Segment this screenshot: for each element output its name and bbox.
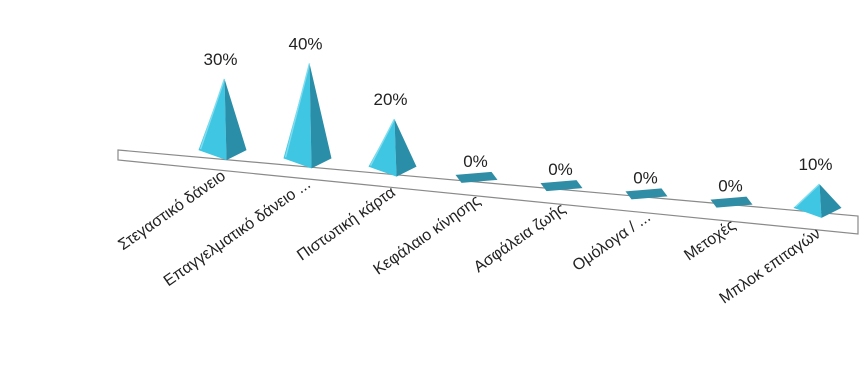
pyramid-side-face bbox=[224, 78, 247, 161]
value-label: 10% bbox=[798, 155, 832, 174]
category-label: Πιστωτική κάρτα bbox=[294, 184, 399, 264]
value-label: 0% bbox=[463, 152, 488, 171]
zero-marker bbox=[455, 171, 498, 183]
value-label: 0% bbox=[548, 160, 573, 179]
pyramid-highlight bbox=[284, 63, 311, 158]
pyramid-side-face bbox=[394, 119, 417, 177]
floor-outline bbox=[117, 149, 859, 235]
bar-0 bbox=[198, 78, 247, 161]
zero-marker bbox=[540, 180, 583, 192]
value-label: 0% bbox=[718, 177, 743, 196]
bar-6 bbox=[710, 196, 753, 208]
pyramid-side-face bbox=[819, 184, 842, 218]
pyramid-front-face bbox=[793, 184, 822, 218]
value-label: 20% bbox=[373, 90, 407, 109]
value-labels: 30% 40% 20% 0% 0% 0% 0% 10% bbox=[203, 34, 832, 195]
bar-1 bbox=[283, 63, 332, 169]
pyramid-front-face bbox=[198, 78, 227, 161]
category-label: Μετοχές bbox=[681, 217, 739, 265]
zero-marker bbox=[625, 188, 668, 200]
chart-bars bbox=[198, 63, 842, 218]
value-label: 30% bbox=[203, 50, 237, 69]
chart-floor bbox=[117, 149, 859, 235]
bar-7 bbox=[793, 183, 842, 218]
pyramid-front-face bbox=[283, 63, 312, 169]
category-label: Ασφάλεια ζωής bbox=[471, 200, 569, 276]
value-label: 40% bbox=[288, 34, 322, 53]
bar-2 bbox=[368, 118, 417, 177]
category-label: Μπλοκ επιταγών bbox=[717, 225, 824, 307]
bar-3 bbox=[455, 171, 498, 183]
bar-5 bbox=[625, 188, 668, 200]
pyramid-highlight bbox=[794, 183, 821, 208]
zero-marker bbox=[710, 196, 753, 208]
pyramid-side-face bbox=[309, 63, 332, 169]
value-label: 0% bbox=[633, 168, 658, 187]
pyramid-highlight bbox=[369, 118, 396, 166]
pyramid-highlight bbox=[199, 78, 226, 150]
bar-4 bbox=[540, 180, 583, 192]
pyramid-front-face bbox=[368, 119, 397, 177]
category-label: Ομόλογα / ... bbox=[570, 209, 654, 275]
